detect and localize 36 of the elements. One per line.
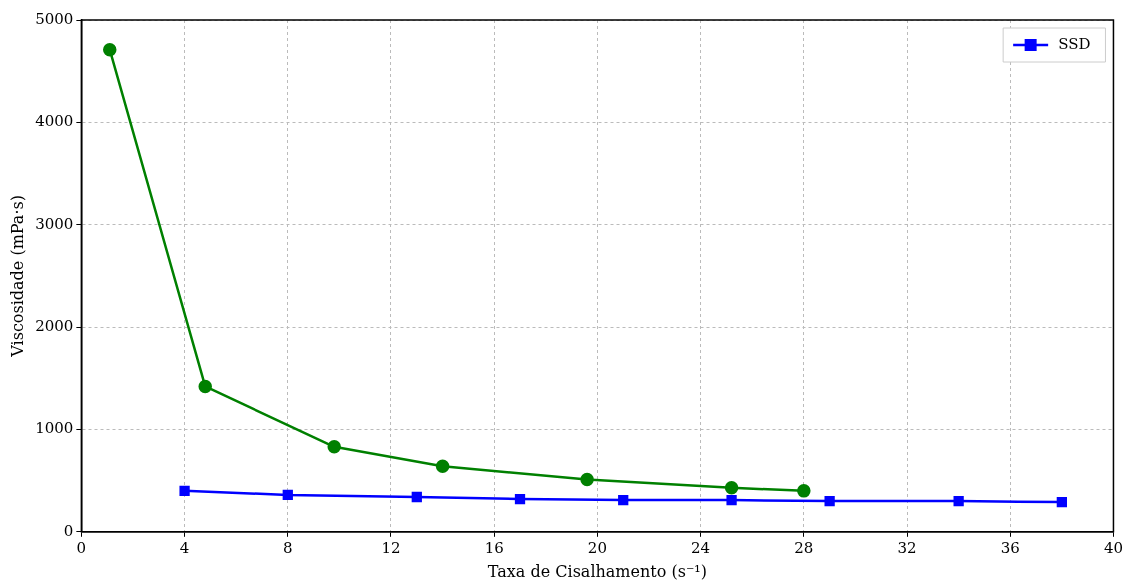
point [198,379,212,394]
y-tick-label: 4000 [35,112,74,131]
y-tick-label: 5000 [35,9,74,28]
point [724,481,739,495]
point [580,472,594,487]
y-axis-title: Viscosidade (mPa·s) [7,195,27,358]
point [327,440,341,454]
point [953,495,964,507]
x-tick-label: 20 [587,538,607,557]
point [435,459,450,474]
y-tick-label: 0 [63,521,74,540]
x-tick-label: 4 [179,538,190,557]
x-tick-label: 0 [76,538,87,557]
x-tick-label: 36 [1000,538,1020,557]
point [726,494,737,506]
point [797,484,811,498]
y-tick-label: 2000 [35,316,74,335]
point [282,489,293,501]
y-tick-label: 3000 [35,214,74,233]
point [824,495,835,507]
point [179,485,190,496]
point [1056,496,1067,508]
x-tick-label: 16 [484,538,504,557]
x-tick-label: 8 [283,538,293,557]
point [514,493,526,505]
y-tick-label: 1000 [35,419,74,438]
x-tick-label: 12 [381,538,401,557]
legend-label: SSD [1058,34,1091,53]
x-tick-label: 40 [1103,538,1123,557]
x-tick-label: 28 [794,538,814,557]
x-tick-label: 24 [691,538,711,557]
point [618,494,629,506]
point [411,491,422,503]
point [103,42,117,57]
x-tick-label: 32 [897,538,917,557]
x-axis-title: Taxa de Cisalhamento (s⁻¹) [487,561,707,581]
